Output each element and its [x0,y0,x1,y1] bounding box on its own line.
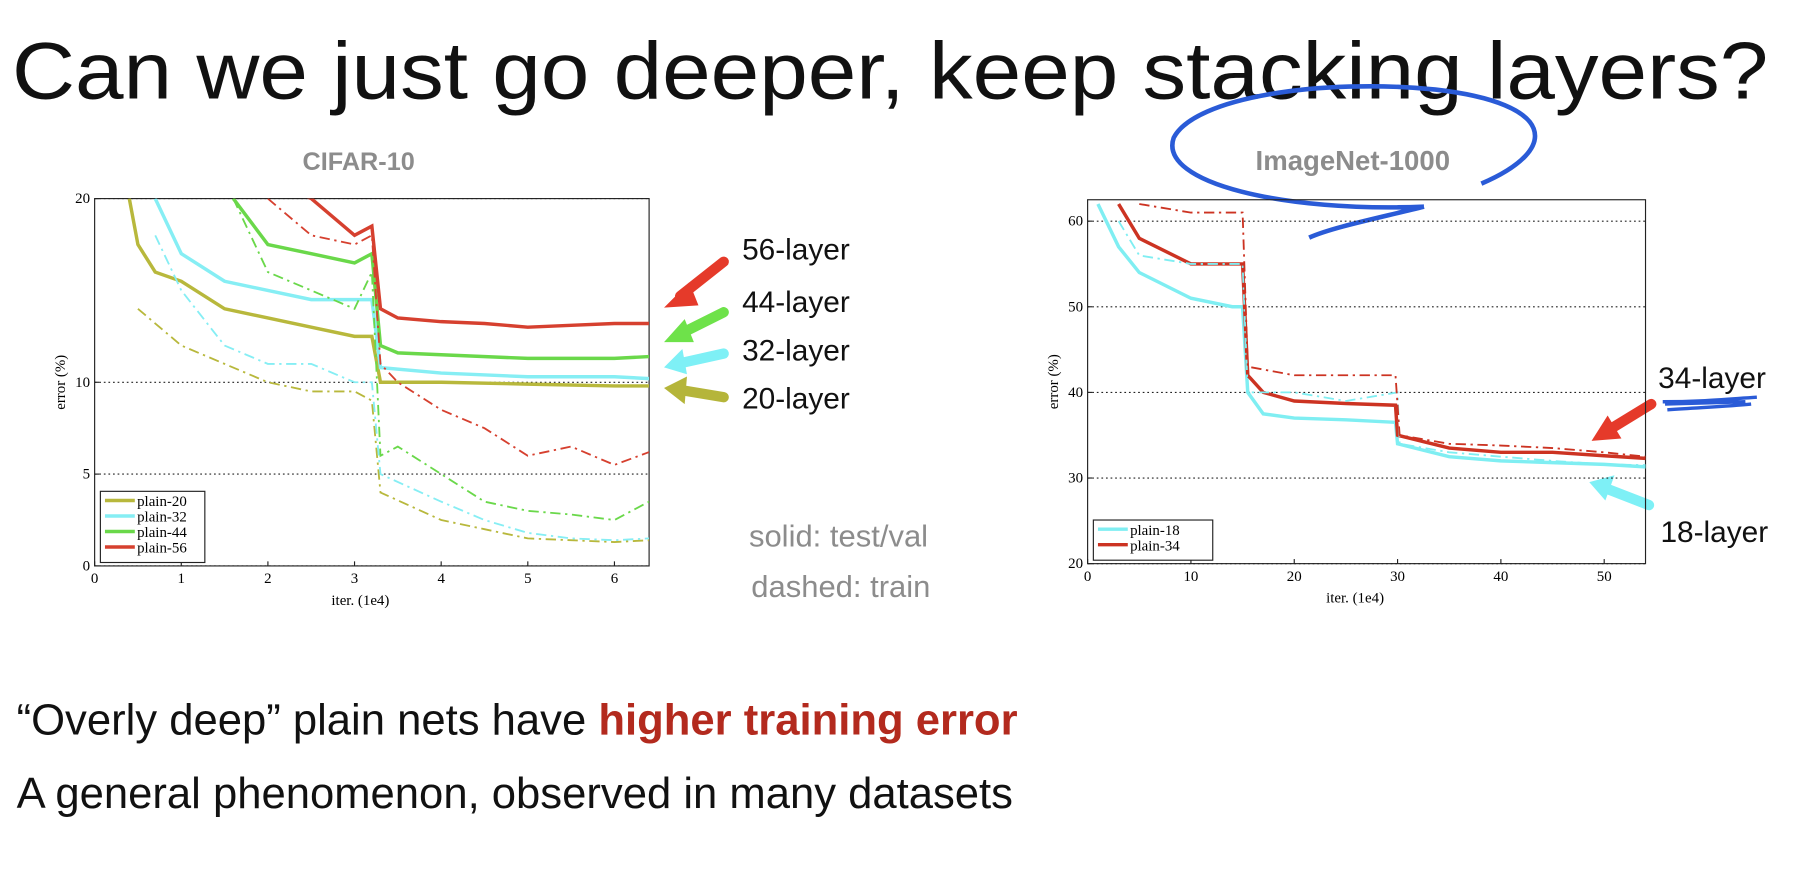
chart-title: ImageNet-1000 [1256,145,1450,176]
legend-label: plain-32 [137,510,187,526]
test-line [231,198,650,361]
y-tick-label: 40 [1068,385,1083,401]
x-tick-label: 3 [351,571,358,587]
y-tick-label: 30 [1068,471,1083,487]
chart: 0 5 10 20 0 1 2 3 4 5 6 iter. (1e4) error (%) plain-2… [53,191,650,609]
test-line [153,198,650,381]
y-tick-label: 5 [83,467,90,483]
hand-drawn-scribble [1662,395,1757,412]
arrow [1604,398,1657,435]
x-tick-label: 5 [524,571,531,587]
train-line [232,198,650,521]
arrowhead [664,348,687,375]
plot-frame [94,198,650,567]
x-tick-label: 20 [1287,569,1302,585]
annotation: 44-layer [742,286,850,319]
legend-label: plain-34 [1130,538,1180,554]
legend-box [99,490,206,564]
note: solid: test/val [749,518,928,553]
chart-title: CIFAR-10 [303,148,415,176]
annotation: 18-layer [1660,516,1768,549]
y-tick-label: 60 [1068,214,1083,230]
plot-frame [1087,199,1647,565]
x-tick-label: 0 [1084,569,1091,585]
annotation: 56-layer [742,233,850,266]
legend-label: plain-20 [137,494,187,510]
footer-text: “Overly deep” plain nets have [17,697,587,745]
legend-box [1092,519,1214,561]
arrowhead [664,376,687,405]
arrowhead [1591,415,1622,441]
annotation-arrows [664,256,1657,511]
y-tick-label: 10 [75,375,90,391]
note: dashed: train [751,569,930,604]
arrow [677,348,729,368]
slide-title: Can we just go deeper, keep stacking lay… [12,27,1768,117]
x-axis-label: iter. (1e4) [1326,591,1384,607]
train-line [1117,220,1646,467]
x-tick-label: 6 [611,571,619,587]
legend-label: plain-44 [137,525,187,541]
test-line [306,198,650,329]
y-tick-label: 20 [75,191,90,207]
x-tick-label: 10 [1183,569,1198,585]
y-tick-label: 0 [83,559,90,575]
train-line [137,308,650,543]
annotation: 20-layer [742,383,850,416]
y-axis-label: error (%) [1046,354,1062,409]
y-tick-label: 50 [1068,299,1083,315]
arrowhead [664,282,699,308]
x-tick-label: 4 [437,571,445,587]
footer-line: A general phenomenon, observed in many d… [17,770,1013,818]
legend-label: plain-56 [137,541,187,557]
y-tick-label: 20 [1068,556,1083,572]
test-line [1096,203,1646,469]
test-line [127,198,650,388]
arrow [1602,483,1655,511]
x-tick-label: 0 [91,571,98,587]
arrowhead [1589,475,1615,501]
x-tick-label: 40 [1493,569,1508,585]
train-line [1139,203,1646,458]
x-tick-label: 2 [264,571,271,587]
annotation: 34-layer [1658,362,1766,395]
arrow [677,385,729,403]
x-tick-label: 50 [1597,569,1612,585]
train-line [154,234,650,542]
train-line [267,198,650,466]
x-tick-label: 30 [1390,569,1405,585]
footer-highlight: higher training error [598,697,1017,745]
legend-label: plain-18 [1130,523,1180,539]
hand-drawn-circle [1170,84,1538,240]
arrowhead [664,319,694,343]
chart: 20 30 40 50 60 0 10 20 30 40 50 iter. (1e4) error (%… [1046,199,1647,607]
x-tick-label: 1 [178,571,185,587]
arrow [677,307,729,339]
x-axis-label: iter. (1e4) [331,593,389,609]
y-axis-label: error (%) [53,355,69,410]
footer-line: “Overly deep” plain nets have higher tra… [17,697,1018,745]
annotation: 32-layer [742,334,850,367]
